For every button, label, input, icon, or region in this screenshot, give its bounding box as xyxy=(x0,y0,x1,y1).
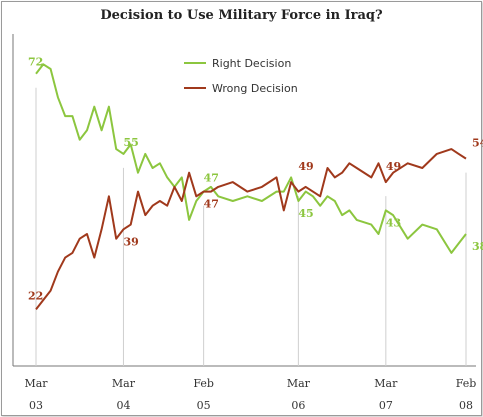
chart-title: Decision to Use Military Force in Iraq? xyxy=(100,8,383,23)
data-label: 39 xyxy=(123,235,138,248)
data-label: 49 xyxy=(298,160,313,173)
x-tick-label: Mar 03 xyxy=(24,377,48,412)
legend-label: Wrong Decision xyxy=(212,82,298,95)
x-tick-label: Feb 05 xyxy=(193,377,214,412)
data-label: 38 xyxy=(472,240,483,253)
legend-label: Right Decision xyxy=(212,57,291,70)
x-tick-label: Mar 06 xyxy=(287,377,311,412)
data-label: 55 xyxy=(123,136,138,149)
x-tick-label: Feb 08 xyxy=(456,377,477,412)
data-label: 54 xyxy=(472,137,483,150)
data-label: 72 xyxy=(28,56,43,69)
data-label: 49 xyxy=(386,160,401,173)
x-tick-label: Mar 07 xyxy=(374,377,398,412)
data-label: 47 xyxy=(204,172,219,185)
series-line-wrong-decision xyxy=(35,148,467,311)
series-line-right-decision xyxy=(35,63,467,254)
x-tick-label: Mar 04 xyxy=(112,377,136,412)
data-label: 22 xyxy=(28,289,43,302)
data-label: 43 xyxy=(386,216,401,229)
data-label: 47 xyxy=(204,198,219,211)
data-label: 45 xyxy=(298,207,313,220)
